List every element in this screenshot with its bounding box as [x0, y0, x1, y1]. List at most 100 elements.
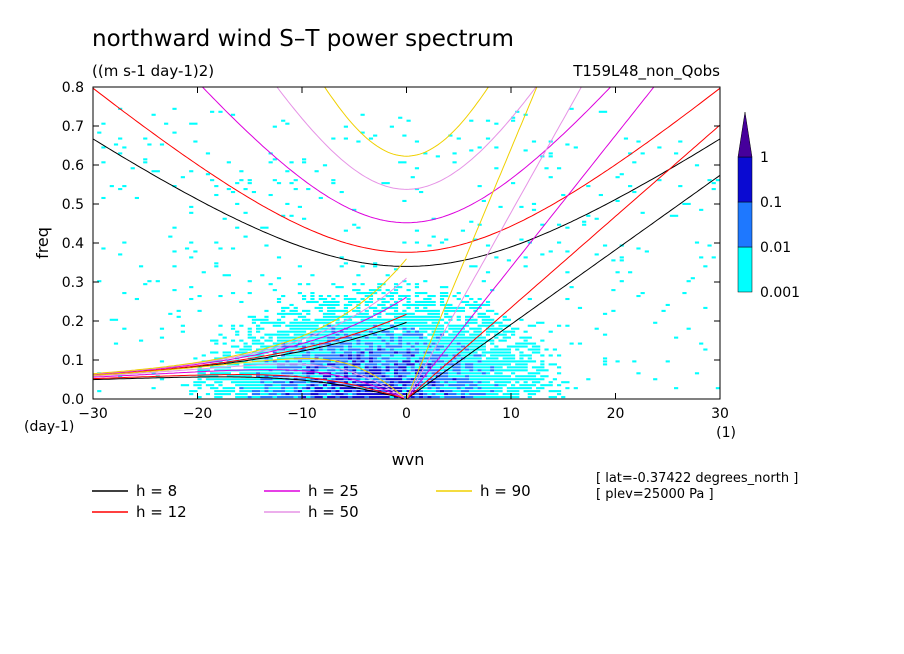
heatmap-cell	[268, 375, 273, 378]
heatmap-cell	[694, 164, 700, 167]
heatmap-cell	[385, 372, 394, 375]
heatmap-cell	[339, 387, 357, 390]
heatmap-cell	[552, 348, 557, 351]
heatmap-cell	[159, 327, 165, 330]
heatmap-cell	[414, 393, 420, 396]
heatmap-cell	[289, 360, 298, 363]
heatmap-cell	[218, 295, 223, 298]
heatmap-cell	[235, 330, 240, 333]
heatmap-cell	[473, 369, 478, 372]
heatmap-cell	[406, 387, 411, 390]
heatmap-cell	[515, 381, 520, 384]
heatmap-cell	[302, 318, 311, 321]
heatmap-cell	[377, 348, 382, 351]
heatmap-cell	[523, 265, 528, 268]
heatmap-cell	[373, 345, 378, 348]
heatmap-cell	[293, 188, 298, 191]
heatmap-cell	[511, 116, 516, 119]
heatmap-cell	[272, 158, 277, 161]
heatmap-cell	[398, 339, 403, 342]
heatmap-cell	[452, 360, 457, 363]
heatmap-cell	[247, 330, 252, 333]
heatmap-cell	[352, 393, 357, 396]
heatmap-cell	[439, 286, 449, 289]
heatmap-cell	[310, 351, 332, 354]
heatmap-cell	[138, 265, 144, 268]
legend: h = 8 h = 12 h = 25 h = 50 h = 90	[92, 482, 531, 521]
heatmap-cell	[406, 342, 411, 345]
dispersion-curve	[406, 87, 655, 399]
heatmap-cell	[582, 223, 587, 226]
heatmap-cell	[406, 119, 411, 122]
heatmap-cell	[318, 309, 323, 312]
heatmap-cell	[674, 336, 679, 339]
heatmap-cell	[381, 375, 386, 378]
heatmap-cell	[339, 256, 344, 259]
heatmap-cell	[465, 318, 478, 321]
heatmap-cell	[448, 369, 453, 372]
heatmap-cell	[159, 378, 165, 381]
heatmap-cell	[423, 336, 428, 339]
heatmap-cell	[582, 220, 587, 223]
heatmap-cell	[318, 295, 323, 298]
heatmap-cell	[226, 161, 231, 164]
heatmap-cell	[272, 378, 286, 381]
heatmap-cell	[151, 387, 156, 390]
heatmap-cell	[272, 125, 277, 128]
heatmap-cell	[398, 372, 411, 375]
heatmap-cell	[502, 318, 511, 321]
heatmap-cell	[256, 324, 261, 327]
heatmap-cell	[402, 199, 407, 202]
heatmap-cell	[678, 185, 683, 188]
heatmap-cell	[402, 354, 411, 357]
heatmap-cell	[276, 360, 286, 363]
heatmap-cell	[465, 363, 474, 366]
heatmap-cell	[214, 185, 219, 188]
heatmap-cell	[414, 167, 420, 170]
heatmap-cell	[201, 271, 206, 274]
heatmap-cell	[636, 140, 641, 143]
heatmap-cell	[339, 396, 348, 399]
heatmap-cell	[230, 381, 261, 384]
heatmap-cell	[339, 360, 348, 363]
heatmap-cell	[632, 191, 637, 194]
legend-label: h = 8	[136, 482, 177, 500]
heatmap-cell	[306, 378, 311, 381]
heatmap-cell	[586, 214, 591, 217]
heatmap-cell	[138, 339, 144, 342]
heatmap-cell	[180, 176, 185, 179]
heatmap-cell	[264, 387, 269, 390]
heatmap-cell	[439, 336, 486, 339]
heatmap-cell	[347, 396, 353, 399]
heatmap-cell	[452, 161, 457, 164]
heatmap-cell	[527, 396, 532, 399]
heatmap-cell	[281, 214, 286, 217]
heatmap-cell	[393, 336, 399, 339]
heatmap-cell	[260, 396, 273, 399]
heatmap-cell	[414, 292, 428, 295]
heatmap-cell	[402, 339, 495, 342]
heatmap-cell	[352, 342, 357, 345]
heatmap-cell	[218, 247, 223, 250]
heatmap-cell	[481, 351, 511, 354]
heatmap-cell	[448, 333, 466, 336]
heatmap-cell	[385, 345, 403, 348]
heatmap-cell	[318, 196, 323, 200]
heatmap-cell	[343, 330, 369, 333]
heatmap-cell	[682, 202, 691, 205]
heatmap-cell	[481, 321, 503, 324]
heatmap-cell	[281, 384, 298, 387]
heatmap-cell	[577, 342, 583, 345]
heatmap-cell	[381, 357, 390, 360]
heatmap-cell	[402, 387, 407, 390]
heatmap-cell	[302, 217, 307, 220]
heatmap-cell	[310, 292, 315, 295]
heatmap-cell	[485, 244, 491, 247]
heatmap-cell	[465, 375, 470, 378]
heatmap-cell	[389, 375, 394, 378]
heatmap-cell	[331, 297, 336, 301]
heatmap-cell	[715, 387, 720, 390]
heatmap-cell	[302, 297, 307, 301]
dispersion-curve	[93, 87, 720, 253]
